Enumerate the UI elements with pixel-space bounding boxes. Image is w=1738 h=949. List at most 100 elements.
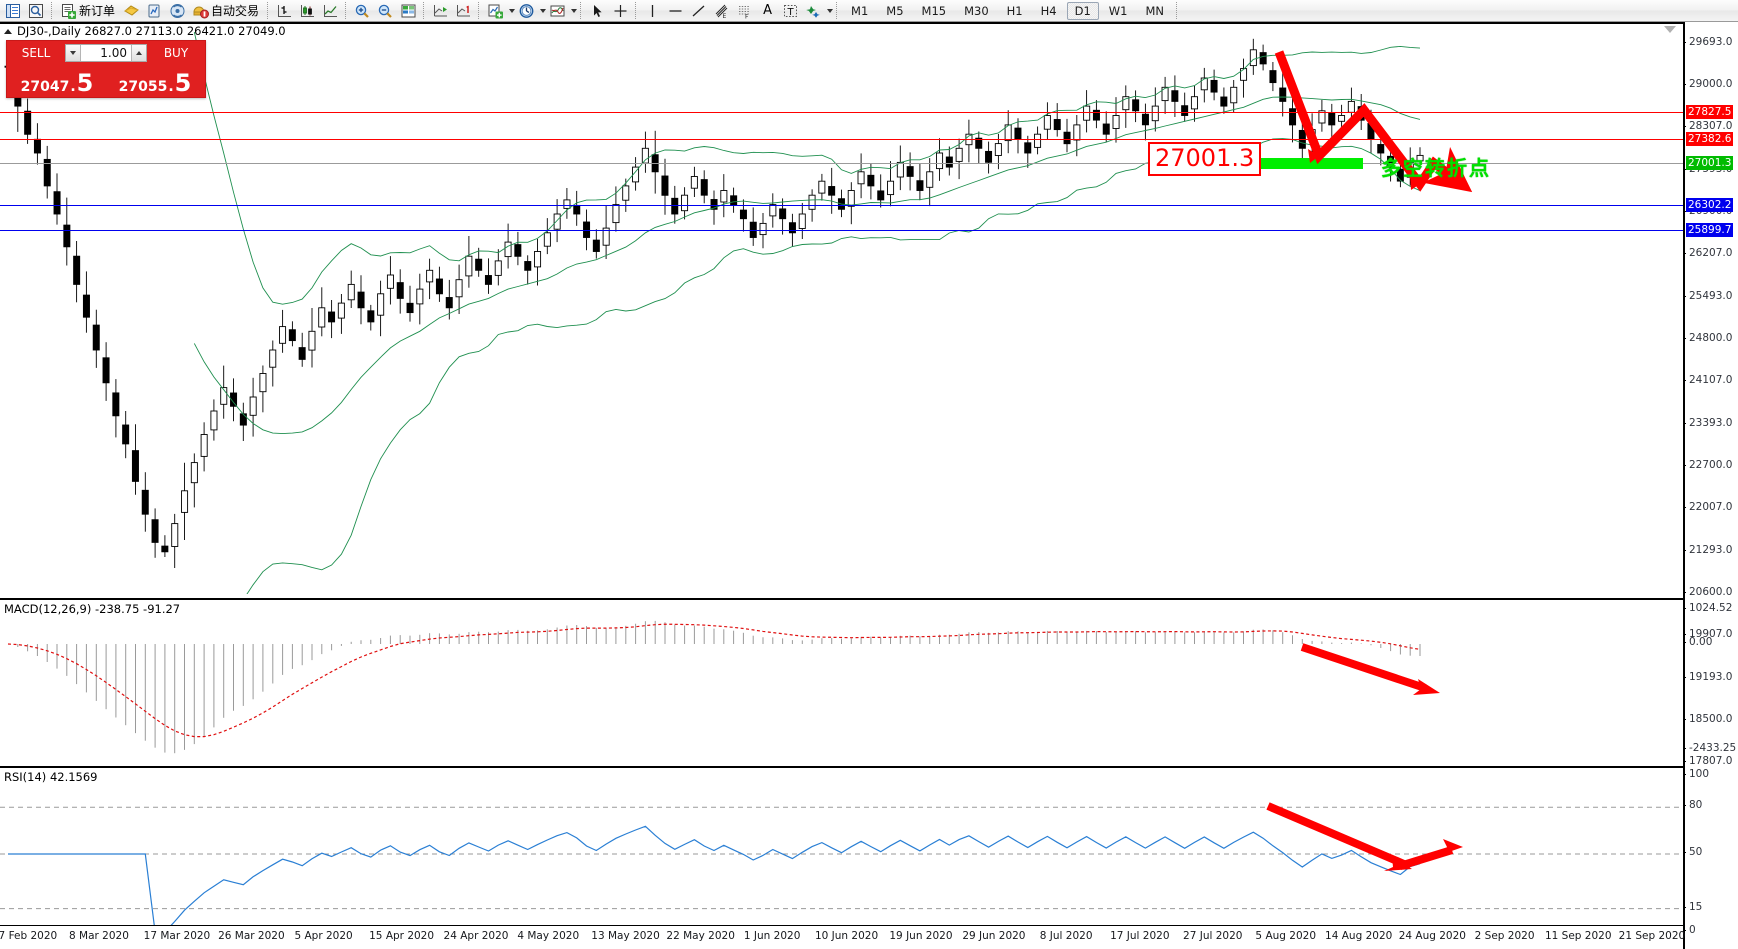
- shapes-icon[interactable]: [803, 1, 824, 21]
- annotation-price-tag[interactable]: 27001.3: [1148, 142, 1262, 176]
- annotation-note[interactable]: 多空转折点: [1381, 156, 1491, 180]
- strategy-tester-icon[interactable]: [144, 1, 165, 21]
- text-tool-label: A: [763, 3, 772, 18]
- rsi-scale-tick: 50: [1682, 846, 1702, 858]
- price-scale-tick: 25493.0: [1682, 290, 1732, 302]
- time-scale-tick: 13 May 2020: [591, 930, 660, 942]
- trade-panel-controls: SELL 1.00 BUY: [7, 41, 205, 63]
- periods-dropdown-arrow[interactable]: [540, 8, 547, 13]
- price-pane[interactable]: 27001.3 多空转折点: [0, 24, 1683, 594]
- price-scale[interactable]: 29693.029000.028307.027593.026900.026207…: [1682, 22, 1738, 949]
- rsi-pane[interactable]: RSI(14) 42.1569: [0, 766, 1683, 925]
- indicators-icon[interactable]: [485, 1, 506, 21]
- price-scale-level-chip[interactable]: 27827.5: [1686, 105, 1734, 119]
- hline-27001[interactable]: [0, 163, 1683, 164]
- hline-27382[interactable]: [0, 139, 1683, 140]
- cursor-icon[interactable]: [587, 1, 608, 21]
- time-scale-tick: 8 Mar 2020: [69, 930, 129, 942]
- macd-series: [7, 620, 1421, 754]
- templates-dropdown-arrow[interactable]: [571, 8, 578, 13]
- time-scale-tick: 4 May 2020: [517, 930, 580, 942]
- price-scale-tick: 22700.0: [1682, 459, 1732, 471]
- bar-chart-icon[interactable]: [274, 1, 295, 21]
- line-chart-icon[interactable]: [320, 1, 341, 21]
- periods-icon[interactable]: [516, 1, 537, 21]
- hline-27827[interactable]: [0, 112, 1683, 113]
- collapse-triangle-icon[interactable]: [4, 28, 12, 34]
- timeframe-d1[interactable]: D1: [1066, 1, 1099, 20]
- market-watch-icon[interactable]: [3, 1, 24, 21]
- one-click-trading-panel[interactable]: SELL 1.00 BUY 27047 . 5 27055 . 5: [6, 40, 206, 98]
- timeframe-h4[interactable]: H4: [1040, 3, 1057, 18]
- new-order-button[interactable]: 新订单: [58, 1, 119, 21]
- symbol-ohlc-text: DJ30-,Daily 26827.0 27113.0 26421.0 2704…: [17, 24, 286, 38]
- auto-trading-button[interactable]: 自动交易: [190, 1, 263, 21]
- text-label-icon[interactable]: T: [780, 1, 801, 21]
- time-scale-tick: 8 Jul 2020: [1039, 930, 1093, 942]
- rsi-label: RSI(14) 42.1569: [4, 770, 98, 784]
- price-scale-tick: 19907.0: [1682, 628, 1732, 640]
- toolbar-separator: [580, 2, 583, 19]
- chart-shift-icon[interactable]: [430, 1, 451, 21]
- price-series: [4, 31, 1424, 594]
- macd-label: MACD(12,26,9) -238.75 -91.27: [4, 602, 181, 616]
- zoom-out-icon[interactable]: [375, 1, 396, 21]
- price-scale-level-chip[interactable]: 25899.7: [1686, 223, 1734, 237]
- time-scale-tick: 11 Sep 2020: [1544, 930, 1612, 942]
- indicators-dropdown-arrow[interactable]: [509, 8, 516, 13]
- timeframe-m15[interactable]: M15: [921, 3, 947, 18]
- auto-scroll-icon[interactable]: [453, 1, 474, 21]
- volume-decrease-button[interactable]: [66, 45, 81, 61]
- volume-increase-button[interactable]: [131, 45, 146, 61]
- timeframe-mn[interactable]: MN: [1145, 3, 1164, 18]
- timeframe-m30[interactable]: M30: [964, 3, 989, 18]
- macd-pane[interactable]: MACD(12,26,9) -238.75 -91.27: [0, 598, 1683, 762]
- sell-price-separator: .: [70, 79, 76, 95]
- equidistant-channel-icon[interactable]: E: [711, 1, 732, 21]
- chart-grid-icon[interactable]: [398, 1, 419, 21]
- price-scale-level-chip[interactable]: 27382.6: [1686, 132, 1734, 146]
- price-scale-tick: 29693.0: [1682, 36, 1732, 48]
- auto-trading-label: 自动交易: [211, 4, 260, 18]
- timeframe-m5[interactable]: M5: [886, 3, 904, 18]
- volume-input[interactable]: 1.00: [81, 45, 131, 61]
- volume-stepper[interactable]: 1.00: [65, 44, 147, 62]
- price-scale-tick: 23393.0: [1682, 417, 1732, 429]
- price-scale-tick: 21293.0: [1682, 544, 1732, 556]
- candlestick-chart-icon[interactable]: [297, 1, 318, 21]
- crosshair-icon[interactable]: [610, 1, 631, 21]
- time-scale-tick: 5 Apr 2020: [294, 930, 353, 942]
- horizontal-line-icon[interactable]: [665, 1, 686, 21]
- time-scale-tick: 24 Aug 2020: [1398, 930, 1466, 942]
- timeframe-m1[interactable]: M1: [851, 3, 869, 18]
- expert-advisors-icon[interactable]: [121, 1, 142, 21]
- hline-25899[interactable]: [0, 230, 1683, 231]
- chart-window[interactable]: DJ30-,Daily 26827.0 27113.0 26421.0 2704…: [0, 22, 1738, 949]
- svg-text:E: E: [723, 13, 727, 19]
- shapes-dropdown-arrow[interactable]: [827, 8, 834, 13]
- price-scale-level-chip[interactable]: 26302.2: [1686, 198, 1734, 212]
- network-icon[interactable]: [167, 1, 188, 21]
- buy-label[interactable]: BUY: [150, 46, 202, 60]
- trendline-icon[interactable]: [688, 1, 709, 21]
- buy-price-button[interactable]: 27055 . 5: [107, 64, 203, 95]
- data-window-icon[interactable]: [26, 1, 47, 21]
- templates-icon[interactable]: [547, 1, 568, 21]
- sell-label[interactable]: SELL: [10, 46, 62, 60]
- sell-price-button[interactable]: 27047 . 5: [9, 64, 105, 95]
- time-scale-tick: 14 Aug 2020: [1325, 930, 1393, 942]
- fibonacci-icon[interactable]: F: [734, 1, 755, 21]
- timeframe-w1[interactable]: W1: [1108, 3, 1128, 18]
- rsi-scale-tick: 15: [1682, 901, 1702, 913]
- toolbar-separator: [51, 2, 54, 19]
- text-icon[interactable]: A: [757, 1, 778, 21]
- hline-26302[interactable]: [0, 205, 1683, 206]
- timeframe-h1[interactable]: H1: [1006, 3, 1023, 18]
- time-scale[interactable]: 27 Feb 2020 8 Mar 2020 17 Mar 2020 26 Mar 2…: [0, 925, 1685, 949]
- chevron-up-icon: [136, 51, 142, 55]
- price-scale-level-chip[interactable]: 27001.3: [1686, 156, 1734, 170]
- zoom-in-icon[interactable]: [352, 1, 373, 21]
- time-scale-tick: 22 May 2020: [666, 930, 735, 942]
- vertical-line-icon[interactable]: [642, 1, 663, 21]
- toolbar-separator: [345, 2, 348, 19]
